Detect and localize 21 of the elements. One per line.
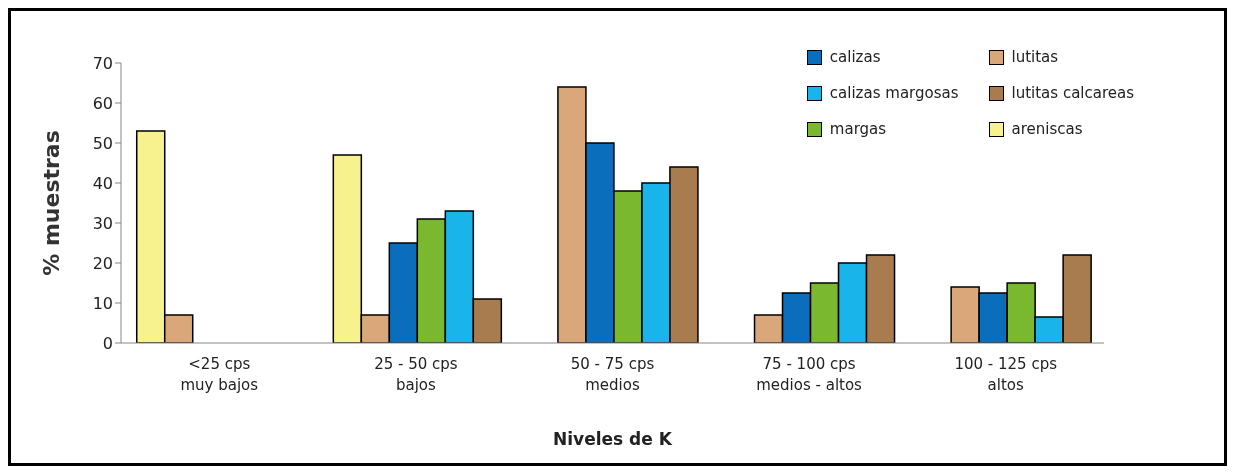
y-tick-label: 40 [92, 173, 113, 193]
x-tick-label: 50 - 75 cps medios [570, 355, 655, 394]
y-tick-label: 70 [92, 53, 113, 73]
legend-label: calizas margosas [829, 84, 959, 102]
legend-label: lutitas calcareas [1011, 84, 1134, 102]
y-axis-title: % muestras [38, 130, 64, 276]
y-tick-label: 50 [92, 133, 113, 153]
x-tick-label: 25 - 50 cps bajos [374, 355, 458, 394]
legend-label: lutitas [1011, 48, 1059, 66]
x-tick-label: 100 - 125 cps altos [954, 355, 1058, 394]
y-tick-label: 60 [92, 93, 113, 113]
y-tick-label: 10 [92, 293, 113, 313]
x-axis-title: Niveles de K [553, 429, 673, 449]
y-tick-label: 0 [102, 333, 113, 353]
y-tick-label: 30 [92, 213, 113, 233]
x-tick-label: 75 - 100 cps medios - altos [756, 355, 863, 394]
legend-label: areniscas [1011, 120, 1083, 138]
x-tick-label: <25 cps muy bajos [180, 355, 259, 394]
y-tick-label: 20 [92, 253, 113, 273]
legend-label: margas [829, 120, 887, 138]
legend-label: calizas [829, 48, 881, 66]
